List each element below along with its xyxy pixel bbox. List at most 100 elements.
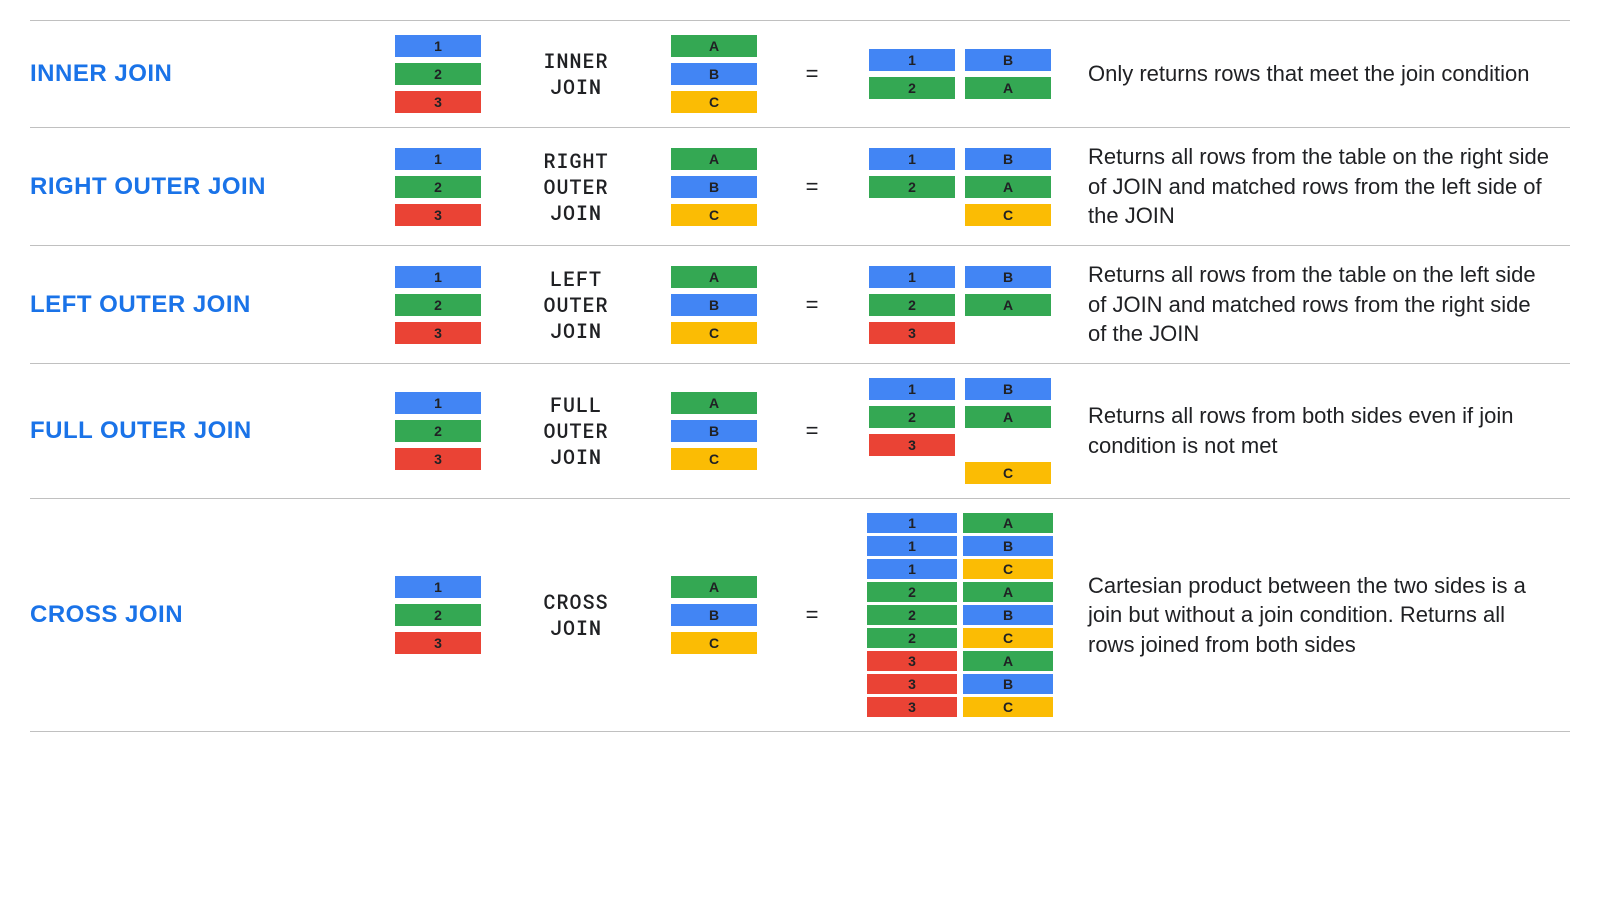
data-cell: C — [671, 91, 757, 113]
data-cell: C — [965, 462, 1051, 484]
join-description: Returns all rows from the table on the r… — [1088, 142, 1570, 231]
data-cell: 3 — [395, 448, 481, 470]
data-cell: B — [965, 266, 1051, 288]
data-cell: A — [671, 576, 757, 598]
data-cell: A — [965, 294, 1051, 316]
data-cell: 3 — [867, 674, 957, 694]
data-cell: B — [671, 604, 757, 626]
join-row: RIGHT OUTER JOIN123RIGHT OUTER JOINABC=1… — [30, 128, 1570, 245]
data-cell: 2 — [395, 420, 481, 442]
join-description: Returns all rows from both sides even if… — [1088, 401, 1570, 460]
result-row: 2A — [850, 582, 1070, 602]
data-cell: 3 — [395, 204, 481, 226]
join-operator-label: LEFT OUTER JOIN — [516, 266, 636, 344]
join-title: INNER JOIN — [30, 60, 360, 88]
result-row: 1B — [850, 266, 1070, 288]
data-cell: 2 — [869, 176, 955, 198]
result-row: 1C — [850, 559, 1070, 579]
table-stack: ABC — [654, 148, 774, 226]
data-cell: 2 — [395, 63, 481, 85]
join-description: Only returns rows that meet the join con… — [1088, 59, 1570, 89]
data-cell: 1 — [869, 378, 955, 400]
table-stack: 1 2 3 — [378, 392, 498, 470]
data-cell: B — [671, 176, 757, 198]
result-row: 1B — [850, 148, 1070, 170]
data-cell: C — [671, 204, 757, 226]
data-cell: B — [963, 674, 1053, 694]
data-cell: 3 — [867, 651, 957, 671]
data-cell: 2 — [867, 605, 957, 625]
data-cell: B — [963, 605, 1053, 625]
join-operator-label: RIGHT OUTER JOIN — [516, 148, 636, 226]
data-cell: A — [965, 77, 1051, 99]
result-table: 1A1B1C2A2B2C3A3B3C — [850, 513, 1070, 717]
result-row: C — [850, 204, 1070, 226]
data-cell: B — [671, 63, 757, 85]
data-cell: 3 — [869, 322, 955, 344]
data-cell: C — [963, 628, 1053, 648]
data-cell: A — [671, 35, 757, 57]
data-cell: 3 — [395, 632, 481, 654]
table-stack: 1 2 3 — [378, 35, 498, 113]
join-row: FULL OUTER JOIN123FULL OUTER JOINABC=1B2… — [30, 364, 1570, 498]
data-cell: 3 — [395, 91, 481, 113]
data-cell: A — [671, 392, 757, 414]
data-cell: 1 — [867, 559, 957, 579]
data-cell: B — [965, 148, 1051, 170]
equals-sign: = — [792, 61, 832, 87]
result-row: 3 — [850, 434, 1070, 456]
join-row: CROSS JOIN123CROSS JOINABC=1A1B1C2A2B2C3… — [30, 499, 1570, 731]
data-cell: 2 — [869, 406, 955, 428]
result-table: 1B2AC — [850, 148, 1070, 226]
result-table: 1B2A3 — [850, 266, 1070, 344]
table-stack: ABC — [654, 35, 774, 113]
data-cell: 2 — [395, 176, 481, 198]
join-operator-label: INNER JOIN — [516, 48, 636, 100]
join-title: LEFT OUTER JOIN — [30, 291, 360, 319]
data-cell: 2 — [867, 628, 957, 648]
data-cell: 3 — [867, 697, 957, 717]
data-cell: A — [963, 513, 1053, 533]
data-cell: B — [965, 49, 1051, 71]
join-title: RIGHT OUTER JOIN — [30, 173, 360, 201]
data-cell: 1 — [867, 513, 957, 533]
result-row: 3C — [850, 697, 1070, 717]
join-title: FULL OUTER JOIN — [30, 417, 360, 445]
join-operator-label: FULL OUTER JOIN — [516, 392, 636, 470]
data-cell: 1 — [869, 148, 955, 170]
data-cell: C — [965, 204, 1051, 226]
join-description: Cartesian product between the two sides … — [1088, 571, 1570, 660]
data-cell: 1 — [869, 266, 955, 288]
data-cell: C — [671, 322, 757, 344]
table-stack: 123 — [378, 576, 498, 654]
data-cell: 1 — [395, 35, 481, 57]
data-cell: A — [963, 651, 1053, 671]
result-row: C — [850, 462, 1070, 484]
data-cell: 3 — [395, 322, 481, 344]
data-cell: 2 — [867, 582, 957, 602]
result-row: 1A — [850, 513, 1070, 533]
data-cell: C — [963, 559, 1053, 579]
result-row: 3 — [850, 322, 1070, 344]
data-cell: C — [671, 632, 757, 654]
data-cell: A — [963, 582, 1053, 602]
data-cell: 2 — [395, 294, 481, 316]
data-cell: 1 — [867, 536, 957, 556]
equals-sign: = — [792, 602, 832, 628]
data-cell: B — [671, 420, 757, 442]
data-cell: A — [671, 148, 757, 170]
data-cell: B — [963, 536, 1053, 556]
data-cell: 3 — [869, 434, 955, 456]
data-cell: A — [965, 406, 1051, 428]
data-cell: 1 — [395, 392, 481, 414]
join-row: LEFT OUTER JOIN123LEFT OUTER JOINABC=1B2… — [30, 246, 1570, 363]
result-row: 3A — [850, 651, 1070, 671]
join-row: INNER JOIN123INNER JOINABC=1B2AOnly retu… — [30, 21, 1570, 127]
table-stack: ABC — [654, 392, 774, 470]
data-cell: 2 — [869, 294, 955, 316]
result-table: 1B2A3C — [850, 378, 1070, 484]
data-cell: A — [965, 176, 1051, 198]
equals-sign: = — [792, 174, 832, 200]
result-row: 1B — [850, 49, 1070, 71]
data-cell: C — [963, 697, 1053, 717]
